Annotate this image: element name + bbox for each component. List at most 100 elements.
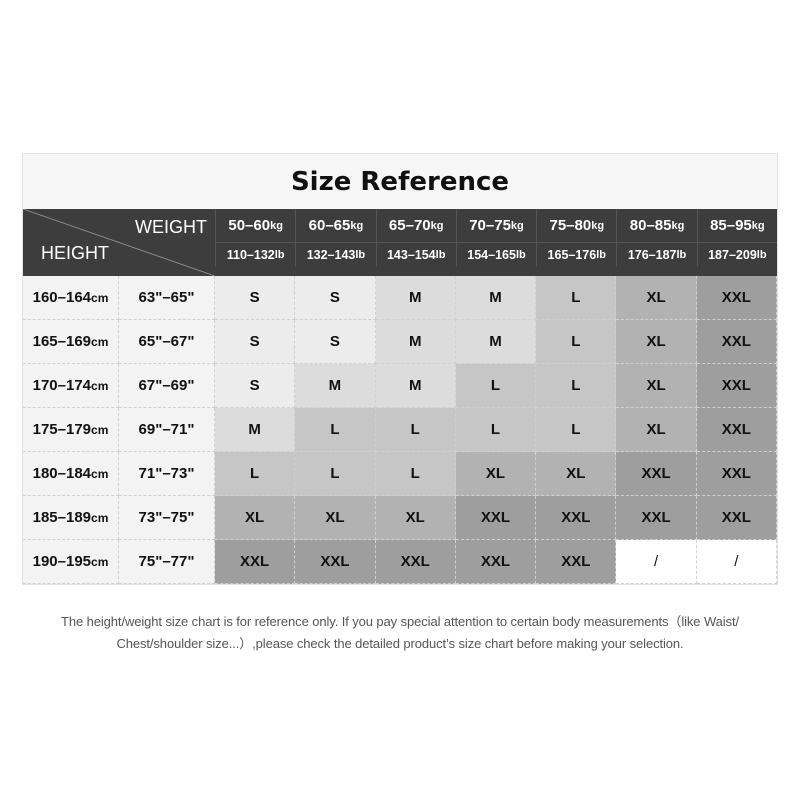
lb-value: 176–187 (627, 247, 677, 262)
kg-value: 80–85 (629, 217, 672, 234)
weight-kg: 80–85 kg (617, 209, 697, 243)
lb-value: 132–143 (306, 247, 356, 262)
kg-unit: kg (751, 219, 765, 232)
size-cell: XL (455, 452, 537, 496)
kg-value: 70–75 (469, 217, 511, 234)
weight-column: 50–60 kg 110–132 lb (215, 209, 296, 267)
size-cell: L (375, 408, 456, 452)
size-cell: XXL (455, 496, 537, 540)
height-inch-cell: 69"–71" (119, 408, 215, 452)
size-cell: XXL (295, 540, 376, 584)
cm-unit: cm (91, 378, 109, 393)
size-cell: M (215, 408, 296, 452)
cm-unit: cm (91, 466, 109, 481)
cm-unit: cm (91, 554, 109, 569)
size-cell: M (455, 276, 537, 320)
height-cm: 180–184 (32, 465, 92, 482)
height-cm-cell: 175–179 cm (23, 408, 119, 452)
size-cell: L (536, 364, 617, 408)
height-cm-cell: 165–169 cm (23, 320, 119, 364)
height-inch-cell: 65"–67" (119, 320, 215, 364)
weight-kg: 75–80 kg (537, 209, 617, 243)
size-cell: XXL (375, 540, 456, 584)
kg-unit: kg (671, 219, 685, 232)
cm-unit: cm (91, 422, 109, 437)
size-cell: XXL (536, 496, 617, 540)
height-cm: 190–195 (32, 553, 92, 570)
size-cell: M (375, 320, 456, 364)
size-cell: M (375, 364, 456, 408)
height-inch-cell: 63"–65" (119, 276, 215, 320)
size-cell: XL (616, 276, 697, 320)
height-label: HEIGHT (41, 243, 110, 263)
size-cell: L (536, 276, 617, 320)
lb-value: 187–209 (708, 247, 757, 262)
weight-lb: 165–176 lb (537, 243, 616, 267)
weight-kg: 70–75 kg (456, 209, 537, 243)
size-cell: L (455, 408, 537, 452)
size-cell: XXL (696, 276, 777, 320)
size-cell: XXL (536, 540, 617, 584)
weight-lb: 154–165 lb (457, 243, 536, 267)
height-inch-cell: 73"–75" (119, 496, 215, 540)
height-cm: 160–164 (32, 289, 92, 306)
kg-value: 75–80 (549, 217, 592, 234)
weight-lb: 187–209 lb (698, 243, 777, 267)
size-cell: XXL (455, 540, 537, 584)
size-cell: L (295, 452, 376, 496)
table-body: 160–164 cm 63"–65" S S M M L XL XXL 165–169 cm 65"–6… (23, 276, 777, 584)
size-cell: M (455, 320, 537, 364)
weight-column: 75–80 kg 165–176 lb (536, 209, 617, 267)
size-cell: XXL (215, 540, 296, 584)
weight-column: 70–75 kg 154–165 lb (455, 209, 537, 267)
kg-value: 60–65 (308, 217, 351, 234)
cm-unit: cm (91, 290, 109, 305)
height-cm: 165–169 (32, 333, 92, 350)
size-reference-table: Size Reference WEIGHT HEIGHT 50–60 kg 110–… (22, 153, 778, 585)
size-cell: XL (536, 452, 617, 496)
table-title: Size Reference (23, 154, 777, 209)
size-cell: L (536, 408, 617, 452)
size-cell: S (215, 276, 296, 320)
height-inch-cell: 71"–73" (119, 452, 215, 496)
size-cell: L (375, 452, 456, 496)
size-cell: XL (375, 496, 456, 540)
cm-unit: cm (91, 510, 109, 525)
size-cell: L (455, 364, 537, 408)
size-cell: L (295, 408, 376, 452)
cm-unit: cm (91, 334, 109, 349)
note-line-2: Chest/shoulder size...）,please check the… (116, 636, 684, 651)
weight-column: 60–65 kg 132–143 lb (295, 209, 376, 267)
lb-unit: lb (596, 248, 606, 261)
weight-lb: 132–143 lb (296, 243, 375, 267)
lb-unit: lb (435, 248, 446, 261)
kg-unit: kg (591, 219, 605, 232)
weight-column: 80–85 kg 176–187 lb (616, 209, 697, 267)
weight-column: 85–95 kg 187–209 lb (696, 209, 777, 267)
size-cell: L (536, 320, 617, 364)
height-inch-cell: 75"–77" (119, 540, 215, 584)
height-cm-cell: 185–189 cm (23, 496, 119, 540)
lb-unit: lb (274, 248, 285, 261)
size-cell: XXL (696, 364, 777, 408)
size-cell: XXL (616, 496, 697, 540)
size-cell: XL (616, 320, 697, 364)
size-cell: XXL (696, 408, 777, 452)
size-cell: S (295, 320, 376, 364)
lb-value: 154–165 (467, 247, 516, 262)
kg-value: 65–70 (388, 217, 431, 234)
size-cell: XXL (696, 496, 777, 540)
lb-unit: lb (756, 248, 767, 261)
weight-lb: 143–154 lb (377, 243, 456, 267)
height-cm: 185–189 (32, 509, 92, 526)
size-cell: S (215, 320, 296, 364)
weight-lb: 176–187 lb (617, 243, 696, 267)
weight-kg: 65–70 kg (376, 209, 456, 243)
size-cell: XL (616, 408, 697, 452)
disclaimer-note: The height/weight size chart is for refe… (10, 611, 790, 655)
lb-value: 143–154 (386, 247, 436, 262)
lb-unit: lb (355, 248, 366, 261)
height-inch-cell: 67"–69" (119, 364, 215, 408)
size-cell: M (295, 364, 376, 408)
kg-unit: kg (270, 219, 283, 232)
